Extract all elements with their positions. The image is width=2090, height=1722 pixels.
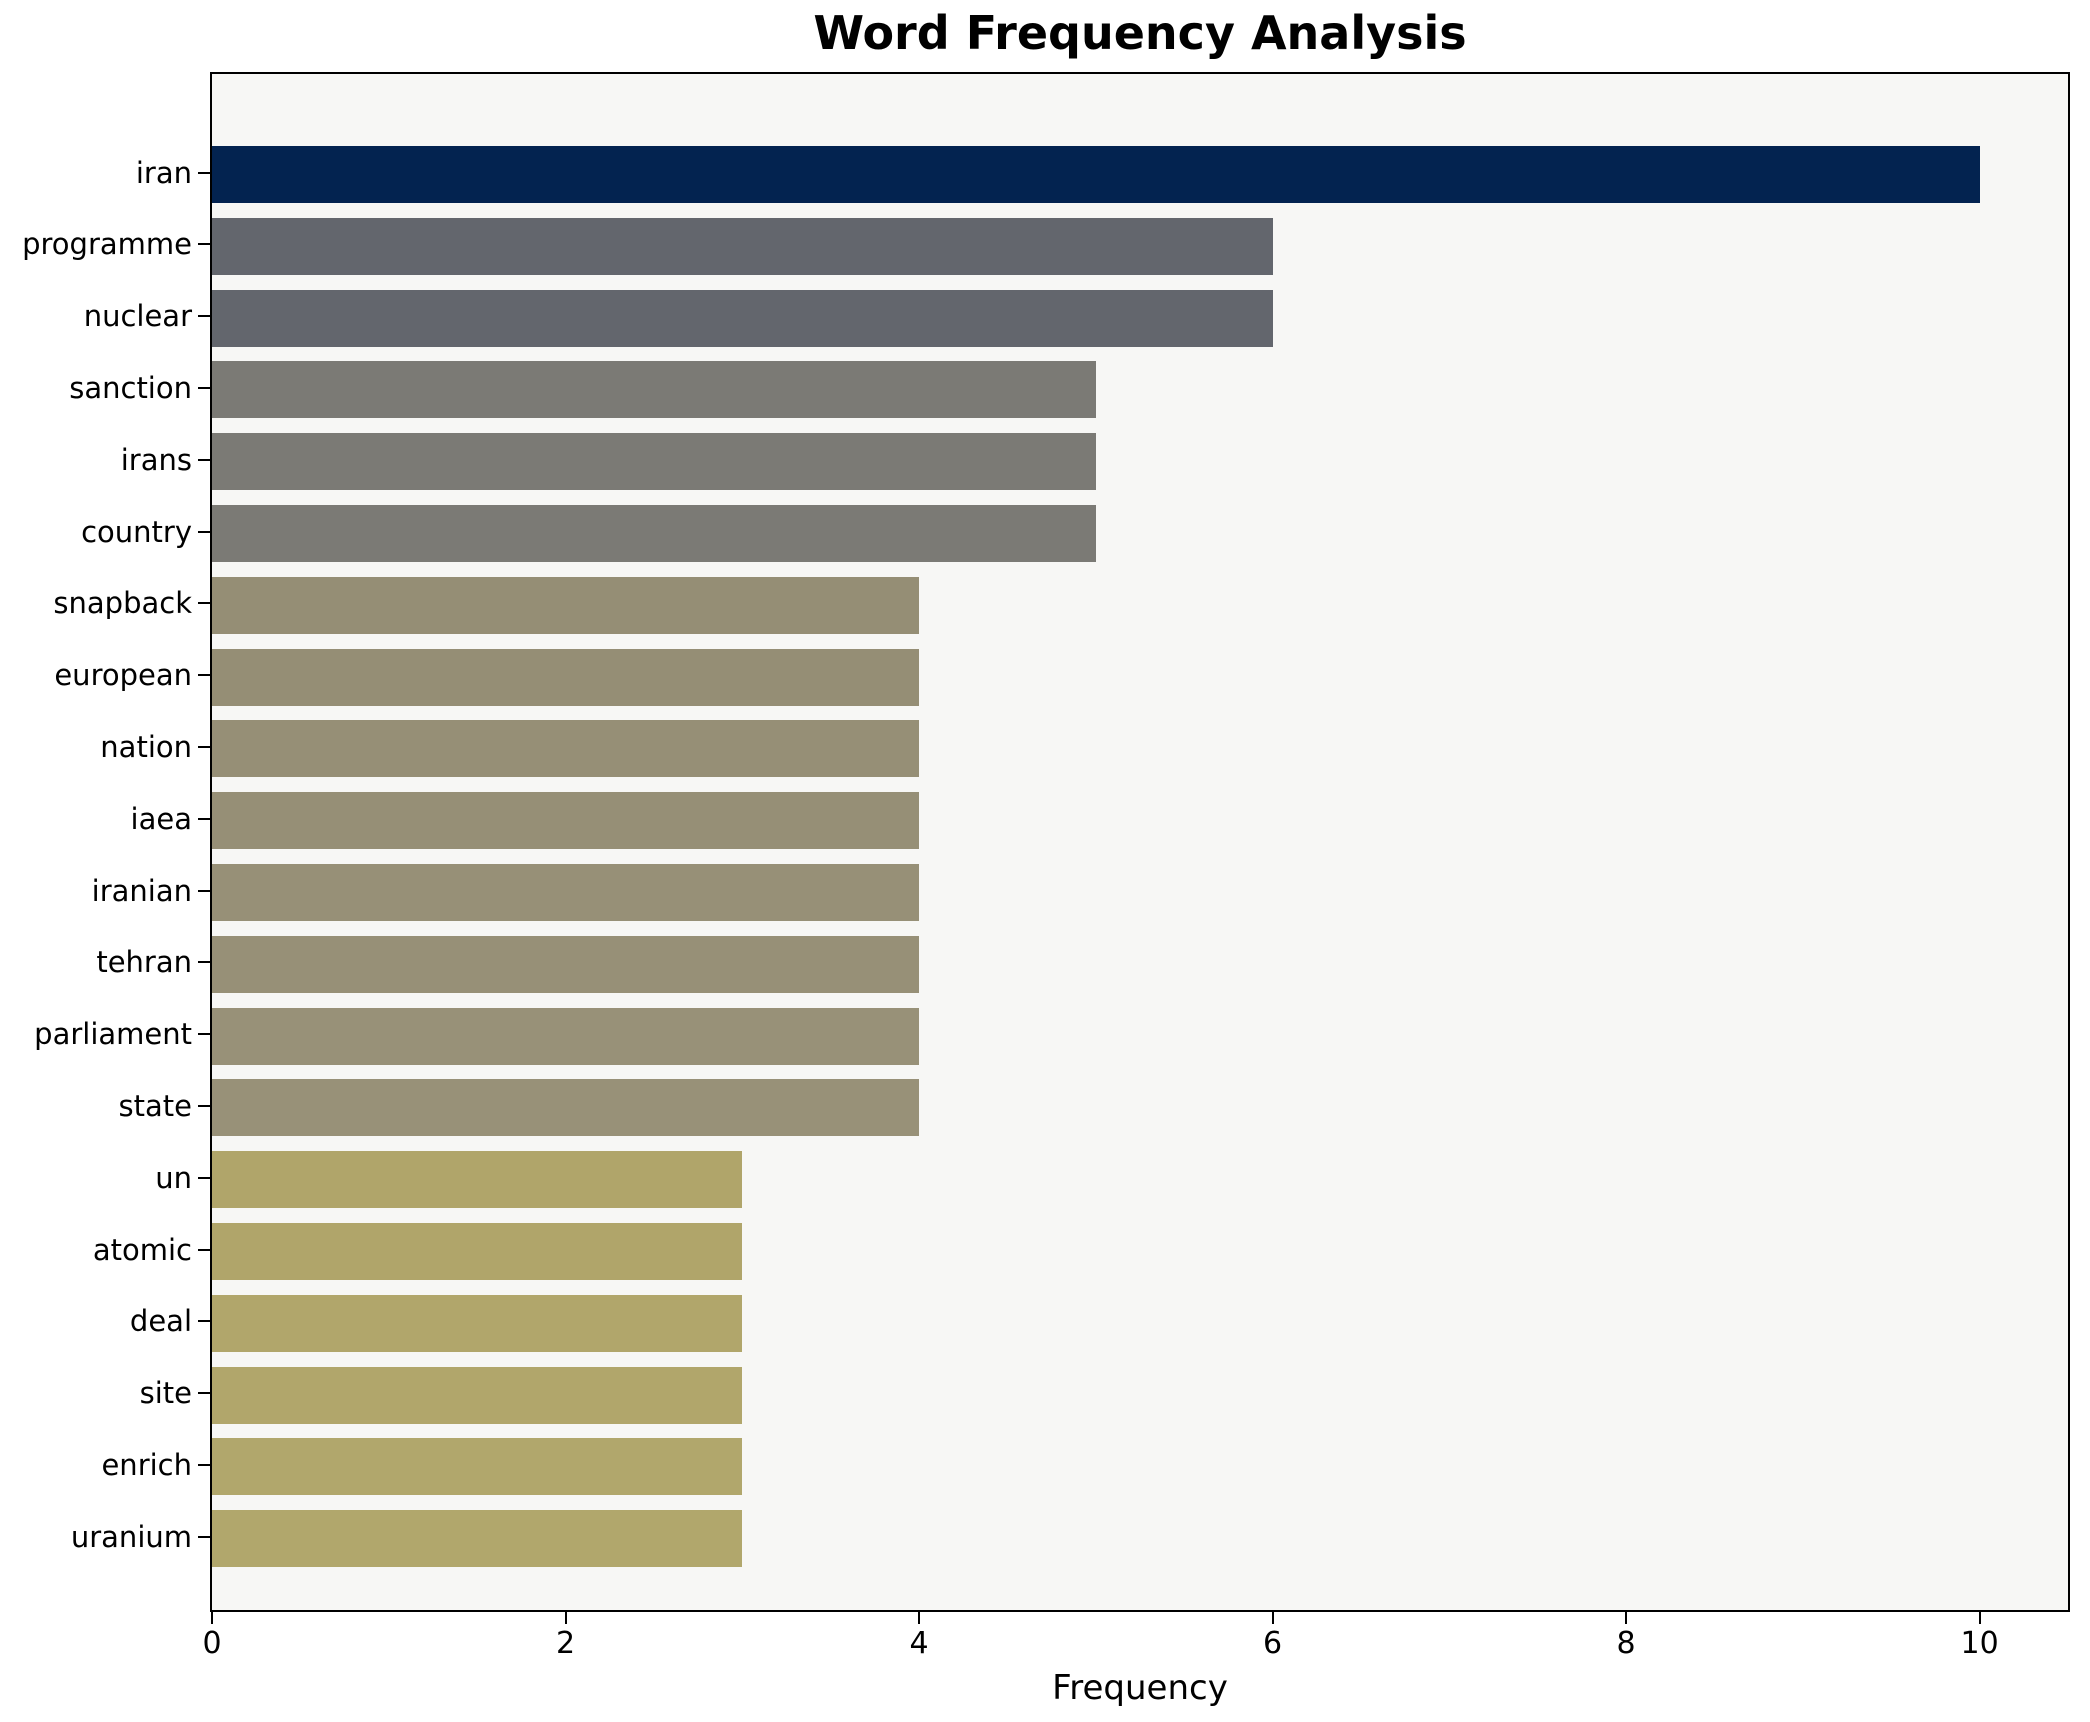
bar-iaea (212, 792, 920, 850)
y-tick-label-european: european (54, 658, 192, 693)
x-tick-label-2: 2 (555, 1626, 576, 1661)
y-tick-mark (198, 1176, 210, 1179)
y-tick-label-sanction: sanction (69, 370, 192, 405)
chart-title: Word Frequency Analysis (813, 6, 1467, 60)
y-tick-label-nation: nation (100, 729, 192, 764)
bar-state (212, 1079, 920, 1137)
bar-nuclear (212, 289, 1273, 347)
y-tick-mark (198, 386, 210, 389)
y-tick-mark (198, 1320, 210, 1323)
y-tick-mark (198, 530, 210, 533)
y-tick-label-iaea: iaea (130, 801, 192, 836)
x-tick-label-8: 8 (1616, 1626, 1636, 1661)
y-tick-mark (198, 315, 210, 318)
bar-programme (212, 217, 1273, 275)
x-axis-title: Frequency (1052, 1668, 1228, 1708)
bar-nation (212, 720, 920, 778)
bar-iranian (212, 864, 920, 921)
y-tick-mark (198, 1463, 210, 1466)
x-tick-label-4: 4 (909, 1626, 929, 1661)
y-tick-label-deal: deal (129, 1304, 192, 1339)
x-tick-mark (564, 1612, 567, 1624)
bar-european (212, 648, 920, 706)
y-tick-mark (198, 171, 210, 174)
y-tick-mark (198, 1104, 210, 1107)
x-tick-mark (1625, 1612, 1628, 1624)
y-tick-mark (198, 1248, 210, 1251)
y-tick-mark (198, 817, 210, 820)
x-tick-mark (1271, 1612, 1274, 1624)
y-tick-label-state: state (118, 1088, 192, 1123)
y-tick-mark (198, 458, 210, 461)
x-tick-mark (1978, 1612, 1981, 1624)
bar-tehran (212, 935, 920, 993)
bar-country (212, 505, 1096, 562)
y-tick-mark (198, 1033, 210, 1036)
y-tick-label-nuclear: nuclear (83, 299, 192, 334)
bar-iran (212, 146, 1980, 203)
y-tick-mark (198, 1535, 210, 1538)
bar-un (212, 1151, 743, 1209)
x-tick-label-0: 0 (202, 1626, 222, 1661)
bar-uranium (212, 1510, 743, 1568)
bar-snapback (212, 576, 920, 634)
y-tick-label-un: un (155, 1160, 192, 1195)
bar-irans (212, 433, 1096, 491)
y-tick-label-iran: iran (135, 155, 192, 190)
x-tick-label-6: 6 (1263, 1626, 1283, 1661)
y-tick-mark (198, 243, 210, 246)
y-tick-mark (198, 889, 210, 892)
y-tick-mark (198, 602, 210, 605)
y-tick-label-site: site (139, 1376, 192, 1411)
bar-atomic (212, 1223, 743, 1280)
y-tick-mark (198, 674, 210, 677)
y-tick-label-irans: irans (120, 442, 192, 477)
y-tick-label-snapback: snapback (53, 586, 192, 621)
plot-area (210, 72, 2070, 1612)
bar-deal (212, 1294, 743, 1352)
x-tick-mark (918, 1612, 921, 1624)
y-tick-label-country: country (81, 514, 192, 549)
bar-enrich (212, 1438, 743, 1496)
y-tick-mark (198, 961, 210, 964)
y-tick-label-parliament: parliament (34, 1017, 192, 1052)
y-tick-label-uranium: uranium (70, 1519, 192, 1554)
x-tick-mark (211, 1612, 213, 1624)
y-tick-label-enrich: enrich (101, 1447, 192, 1482)
y-tick-label-programme: programme (22, 227, 192, 262)
bar-sanction (212, 361, 1096, 419)
y-tick-label-iranian: iranian (91, 873, 192, 908)
x-tick-label-10: 10 (1960, 1626, 1999, 1661)
y-tick-mark (198, 745, 210, 748)
y-tick-mark (198, 1392, 210, 1395)
y-tick-label-atomic: atomic (92, 1232, 192, 1267)
bar-parliament (212, 1007, 920, 1065)
y-tick-label-tehran: tehran (96, 945, 192, 980)
bar-site (212, 1366, 743, 1424)
